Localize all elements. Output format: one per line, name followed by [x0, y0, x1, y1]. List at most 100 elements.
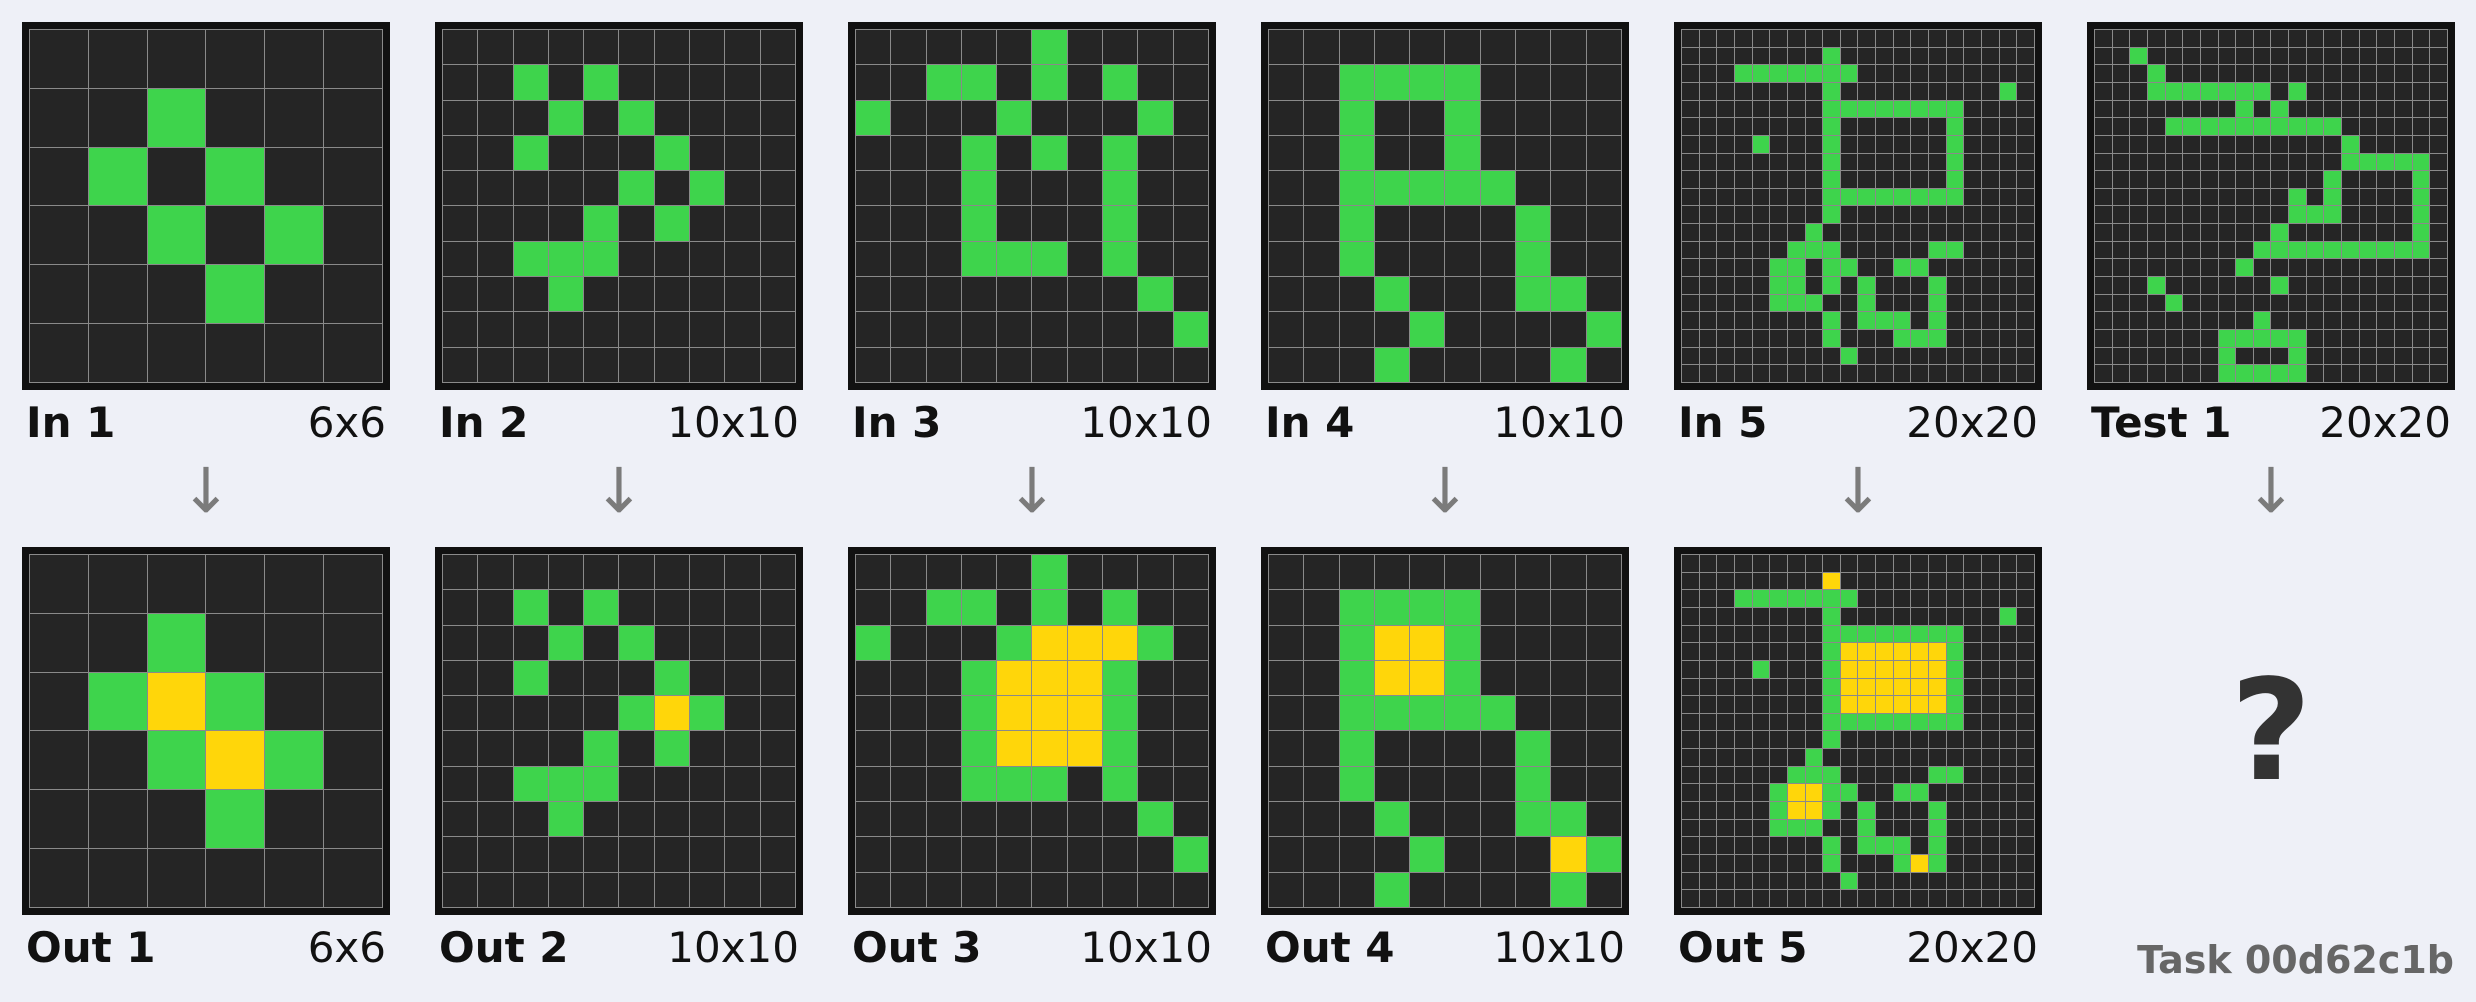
panel-label: Test 1 20x20: [2087, 396, 2455, 450]
grid-cell: [2270, 188, 2289, 206]
grid-cell: [2165, 82, 2183, 101]
grid-cell: [1586, 241, 1622, 277]
grid-cell: [1716, 748, 1735, 767]
grid-cell: [1716, 135, 1735, 154]
grid-cell: [1805, 554, 1823, 573]
grid-cell: [1681, 625, 1700, 643]
grid-cell: [2165, 276, 2183, 295]
grid-cell: [2270, 170, 2289, 189]
grid-cell: [2376, 170, 2395, 189]
grid-cell: [2016, 153, 2035, 171]
grid-cell: [1910, 660, 1929, 679]
grid-cell: [2270, 223, 2289, 242]
grid-cell: [689, 64, 725, 101]
grid-cell: [926, 836, 962, 873]
grid-cell: [1805, 589, 1823, 608]
grid-cell: [2323, 223, 2342, 242]
grid-cell: [1303, 660, 1340, 696]
grid-cell: [1586, 589, 1622, 626]
grid-cell: [654, 695, 690, 731]
grid-cell: [2147, 311, 2166, 330]
grid-cell: [1137, 241, 1174, 277]
grid-cell: [1752, 311, 1770, 330]
grid-cell: [1752, 695, 1770, 714]
grid-cell: [1946, 660, 1964, 679]
grid-cell: [205, 789, 265, 849]
grid-cell: [1769, 554, 1788, 573]
grid-cell: [1752, 47, 1770, 65]
grid-cell: [147, 88, 206, 148]
grid-cell: [1480, 730, 1516, 767]
output-panel-5: Out 5 20x20: [1674, 547, 2042, 975]
grid-cell: [996, 205, 1032, 242]
grid-cell: [1681, 607, 1700, 626]
grid-cell: [961, 695, 997, 731]
grid-cell: [1586, 766, 1622, 802]
grid-cell: [855, 64, 891, 101]
grid-cell: [2016, 625, 2035, 643]
grid-cell: [1769, 135, 1788, 154]
grid-cell: [1734, 47, 1753, 65]
grid-cell: [618, 347, 655, 383]
grid-cell: [1409, 872, 1445, 908]
grid-cell: [2129, 276, 2148, 295]
grid-cell: [1805, 47, 1823, 65]
grid-cell: [1999, 607, 2017, 626]
grid-cell: [205, 323, 265, 383]
grid-cell: [855, 205, 891, 242]
grid-cell: [2323, 276, 2342, 295]
grid-cell: [1999, 836, 2017, 855]
grid-cell: [996, 766, 1032, 802]
grid-cell: [1787, 766, 1806, 784]
grid-cell: [2016, 47, 2035, 65]
grid-cell: [2112, 64, 2130, 83]
grid-cell: [1734, 642, 1753, 661]
grid-cell: [477, 589, 514, 626]
grid-cell: [1137, 170, 1174, 206]
grid-cell: [1681, 642, 1700, 661]
grid-cell: [1981, 766, 2000, 784]
grid-cell: [2394, 117, 2413, 136]
grid-cell: [2429, 205, 2448, 224]
grid-cell: [442, 205, 478, 242]
grid-cell: [1787, 223, 1806, 242]
grid-cell: [1480, 205, 1516, 242]
grid-cell: [1787, 258, 1806, 277]
grid-cell: [855, 660, 891, 696]
grid-cell: [147, 264, 206, 324]
grid-cell: [1946, 730, 1964, 749]
grid-cell: [890, 801, 927, 837]
grid-cell: [1769, 276, 1788, 295]
grid-cell: [2341, 205, 2360, 224]
grid-cell: [2412, 364, 2430, 383]
grid-cell: [1999, 47, 2017, 65]
grid-cell: [513, 205, 549, 242]
grid-cell: [2147, 294, 2166, 312]
grid-cell: [1444, 276, 1481, 312]
grid-cell: [996, 660, 1032, 696]
grid-cell: [1752, 329, 1770, 348]
grid-cell: [2323, 294, 2342, 312]
grid-cell: [2306, 311, 2324, 330]
grid-cell: [1586, 695, 1622, 731]
input-grid: [1674, 22, 2042, 390]
grid-cell: [1893, 47, 1911, 65]
panel-size: 10x10: [1493, 398, 1625, 447]
grid-cell: [1805, 117, 1823, 136]
grid-cell: [1699, 64, 1717, 83]
grid-cell: [2288, 205, 2307, 224]
grid-cell: [654, 801, 690, 837]
grid-cell: [1137, 100, 1174, 136]
grid-cell: [2165, 153, 2183, 171]
grid-cell: [2429, 347, 2448, 365]
grid-cell: [2253, 82, 2271, 101]
grid-cell: [855, 801, 891, 837]
grid-cell: [1137, 625, 1174, 661]
grid-cell: [1981, 889, 2000, 908]
grid-cell: [1699, 153, 1717, 171]
grid-cell: [2270, 276, 2289, 295]
grid-cell: [1374, 100, 1410, 136]
grid-cell: [961, 766, 997, 802]
grid-cell: [1409, 554, 1445, 590]
grid-cell: [2235, 135, 2254, 154]
